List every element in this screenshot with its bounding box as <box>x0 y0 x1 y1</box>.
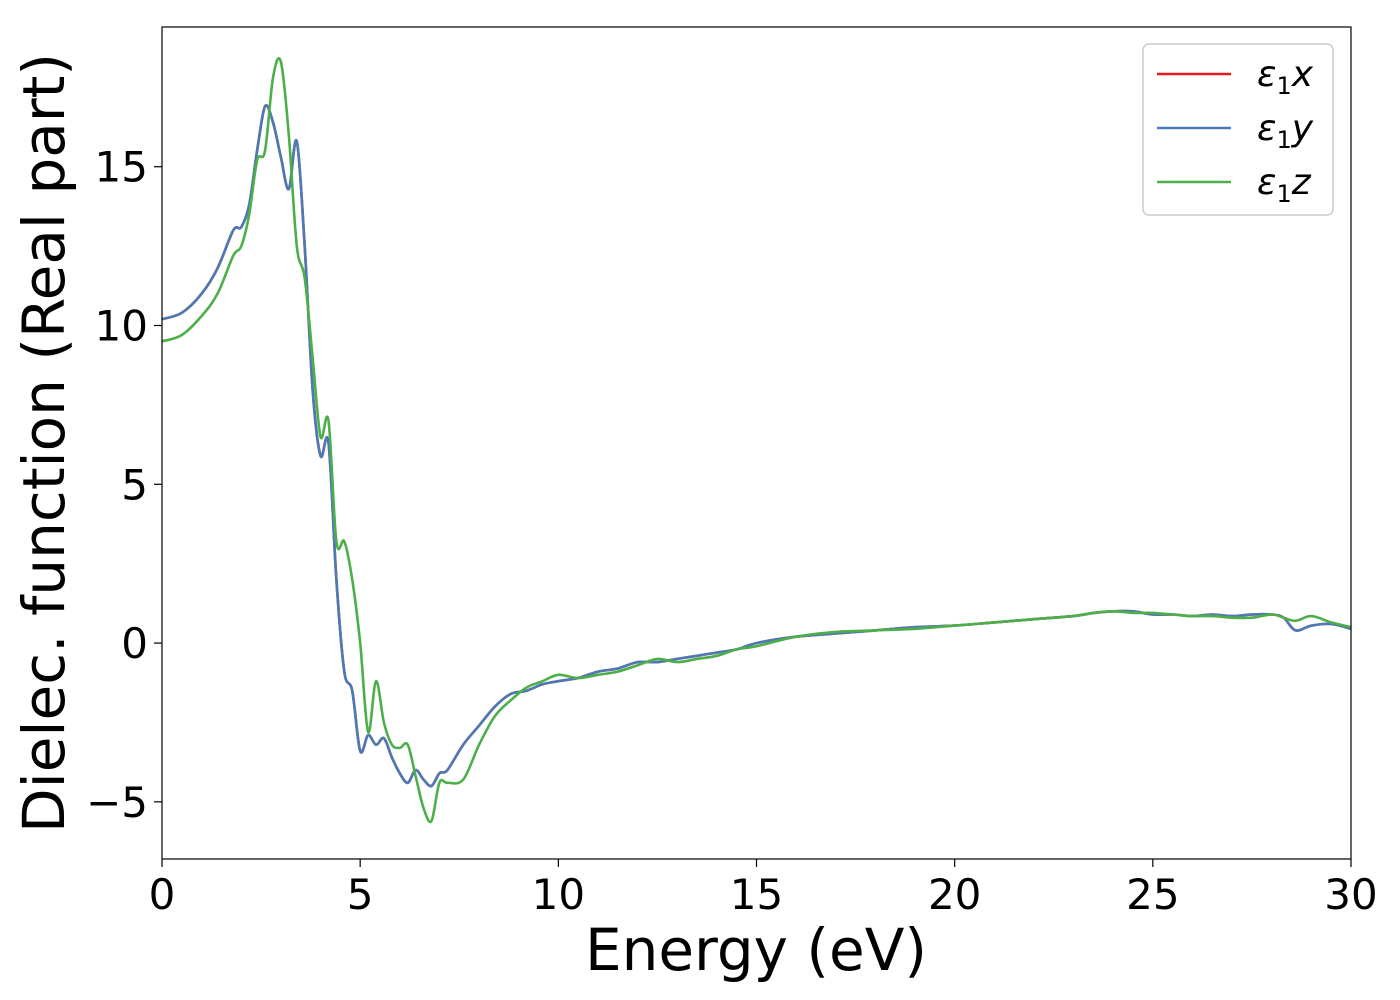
x-axis-title: Energy (eV) <box>585 916 927 984</box>
series-layer <box>161 56 1352 824</box>
x-tick-label: 25 <box>1126 870 1179 919</box>
y-tick-label: 10 <box>95 302 148 351</box>
legend-label-x: ε1x <box>1257 54 1314 100</box>
x-tick-label: 5 <box>347 870 374 919</box>
x-tick-label: 30 <box>1324 870 1377 919</box>
legend-label-y: ε1y <box>1257 108 1314 154</box>
legend: ε1x ε1y ε1z <box>1142 43 1334 216</box>
y-tick-label: 15 <box>95 143 148 192</box>
y-tick-label: 0 <box>121 619 148 668</box>
x-tick-label: 0 <box>149 870 176 919</box>
y-axis-title: Dielec. function (Real part) <box>10 53 78 833</box>
x-tick-label: 15 <box>730 870 783 919</box>
y-axis: −5 0 5 10 15 <box>86 143 162 827</box>
x-tick-label: 20 <box>928 870 981 919</box>
series-line-z <box>161 56 1352 824</box>
x-tick-label: 10 <box>532 870 585 919</box>
y-tick-label: 5 <box>121 460 148 509</box>
y-tick-label: −5 <box>86 778 148 827</box>
legend-box <box>1142 43 1334 216</box>
series-line-y <box>161 104 1352 788</box>
x-axis: 0 5 10 15 20 25 30 <box>149 859 1378 919</box>
legend-label-z: ε1z <box>1257 162 1312 208</box>
